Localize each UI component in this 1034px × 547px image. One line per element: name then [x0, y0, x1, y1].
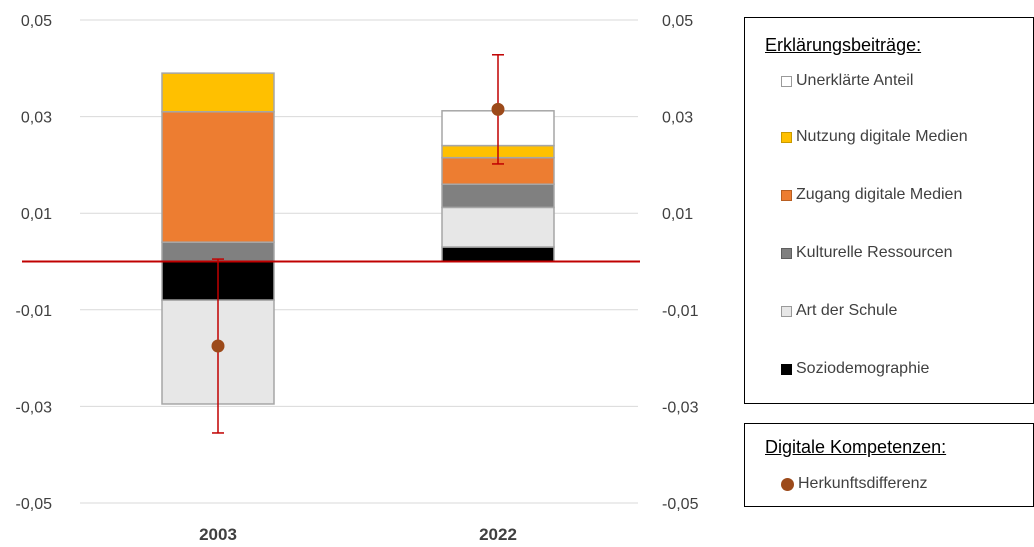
y-tick-label-right: -0,03 — [662, 399, 699, 416]
error-bars — [211, 54, 505, 434]
legend-contributions: Erklärungsbeiträge: Unerklärte Anteil Nu… — [744, 17, 1034, 404]
y-tick-label-right: -0,05 — [662, 496, 699, 513]
legend-swatch — [781, 247, 792, 259]
y-tick-label-right: -0,01 — [662, 303, 699, 320]
legend-item-art-der-schule: Art der Schule — [781, 302, 897, 320]
bar-segment-nutzung-digitale-medien — [161, 72, 275, 113]
legend-item-zugang-digitale-medien: Zugang digitale Medien — [781, 186, 962, 204]
legend-label: Nutzung digitale Medien — [796, 128, 968, 145]
legend-swatch — [781, 75, 792, 87]
legend-contributions-title: Erklärungsbeiträge: — [765, 35, 922, 55]
herkunftsdifferenz-point — [211, 339, 225, 353]
stacked-bar-chart: 0,05 0,03 0,01 -0,01 -0,03 -0,05 0,05 0,03 0,01… — [16, 13, 699, 544]
y-tick-label-left: -0,03 — [16, 399, 53, 416]
legend-label: Soziodemographie — [796, 360, 930, 377]
legend-swatch — [781, 305, 792, 317]
legend-item-nutzung-digitale-medien: Nutzung digitale Medien — [781, 128, 968, 146]
legend-item-kulturelle-ressourcen: Kulturelle Ressourcen — [781, 244, 953, 262]
y-tick-label-left: 0,05 — [21, 13, 52, 30]
x-axis-labels: 2003 2022 — [199, 525, 517, 544]
y-tick-label-right: 0,05 — [662, 13, 693, 30]
legend-skills-title: Digitale Kompetenzen: — [765, 437, 947, 457]
legend-label: Zugang digitale Medien — [796, 186, 963, 203]
legend-label: Kulturelle Ressourcen — [796, 244, 953, 261]
legend-label: Unerklärte Anteil — [796, 72, 914, 89]
bar-segment-zugang-digitale-medien — [161, 111, 275, 243]
bars — [161, 72, 555, 405]
legend-item-soziodemographie: Soziodemographie — [781, 360, 929, 378]
bar-segment-art-der-schule — [441, 206, 555, 248]
bar-segment-kulturelle-ressourcen — [441, 183, 555, 209]
legend-swatch — [781, 189, 792, 201]
legend-swatch — [781, 131, 792, 143]
x-tick-label: 2003 — [199, 525, 237, 544]
legend-label: Art der Schule — [796, 302, 898, 319]
legend-label: Herkunftsdifferenz — [798, 475, 928, 492]
y-tick-label-left: -0,05 — [16, 496, 53, 513]
y-tick-label-right: 0,01 — [662, 206, 693, 223]
x-tick-label: 2022 — [479, 525, 517, 544]
herkunftsdifferenz-point — [491, 102, 505, 116]
legend-item-unerklaerte-anteil: Unerklärte Anteil — [781, 72, 913, 90]
bar-segment-soziodemographie — [441, 246, 555, 263]
legend-item-herkunftsdifferenz: Herkunftsdifferenz — [781, 475, 928, 493]
y-tick-label-left: 0,03 — [21, 110, 52, 127]
legend-skills: Digitale Kompetenzen: Herkunftsdifferenz — [744, 423, 1034, 507]
y-tick-label-left: -0,01 — [16, 303, 53, 320]
legend-swatch — [781, 363, 792, 375]
legend-marker — [781, 477, 794, 491]
y-axis-right: 0,05 0,03 0,01 -0,01 -0,03 -0,05 — [662, 13, 699, 513]
y-tick-label-right: 0,03 — [662, 110, 693, 127]
y-axis-left: 0,05 0,03 0,01 -0,01 -0,03 -0,05 — [16, 13, 53, 513]
y-tick-label-left: 0,01 — [21, 206, 52, 223]
